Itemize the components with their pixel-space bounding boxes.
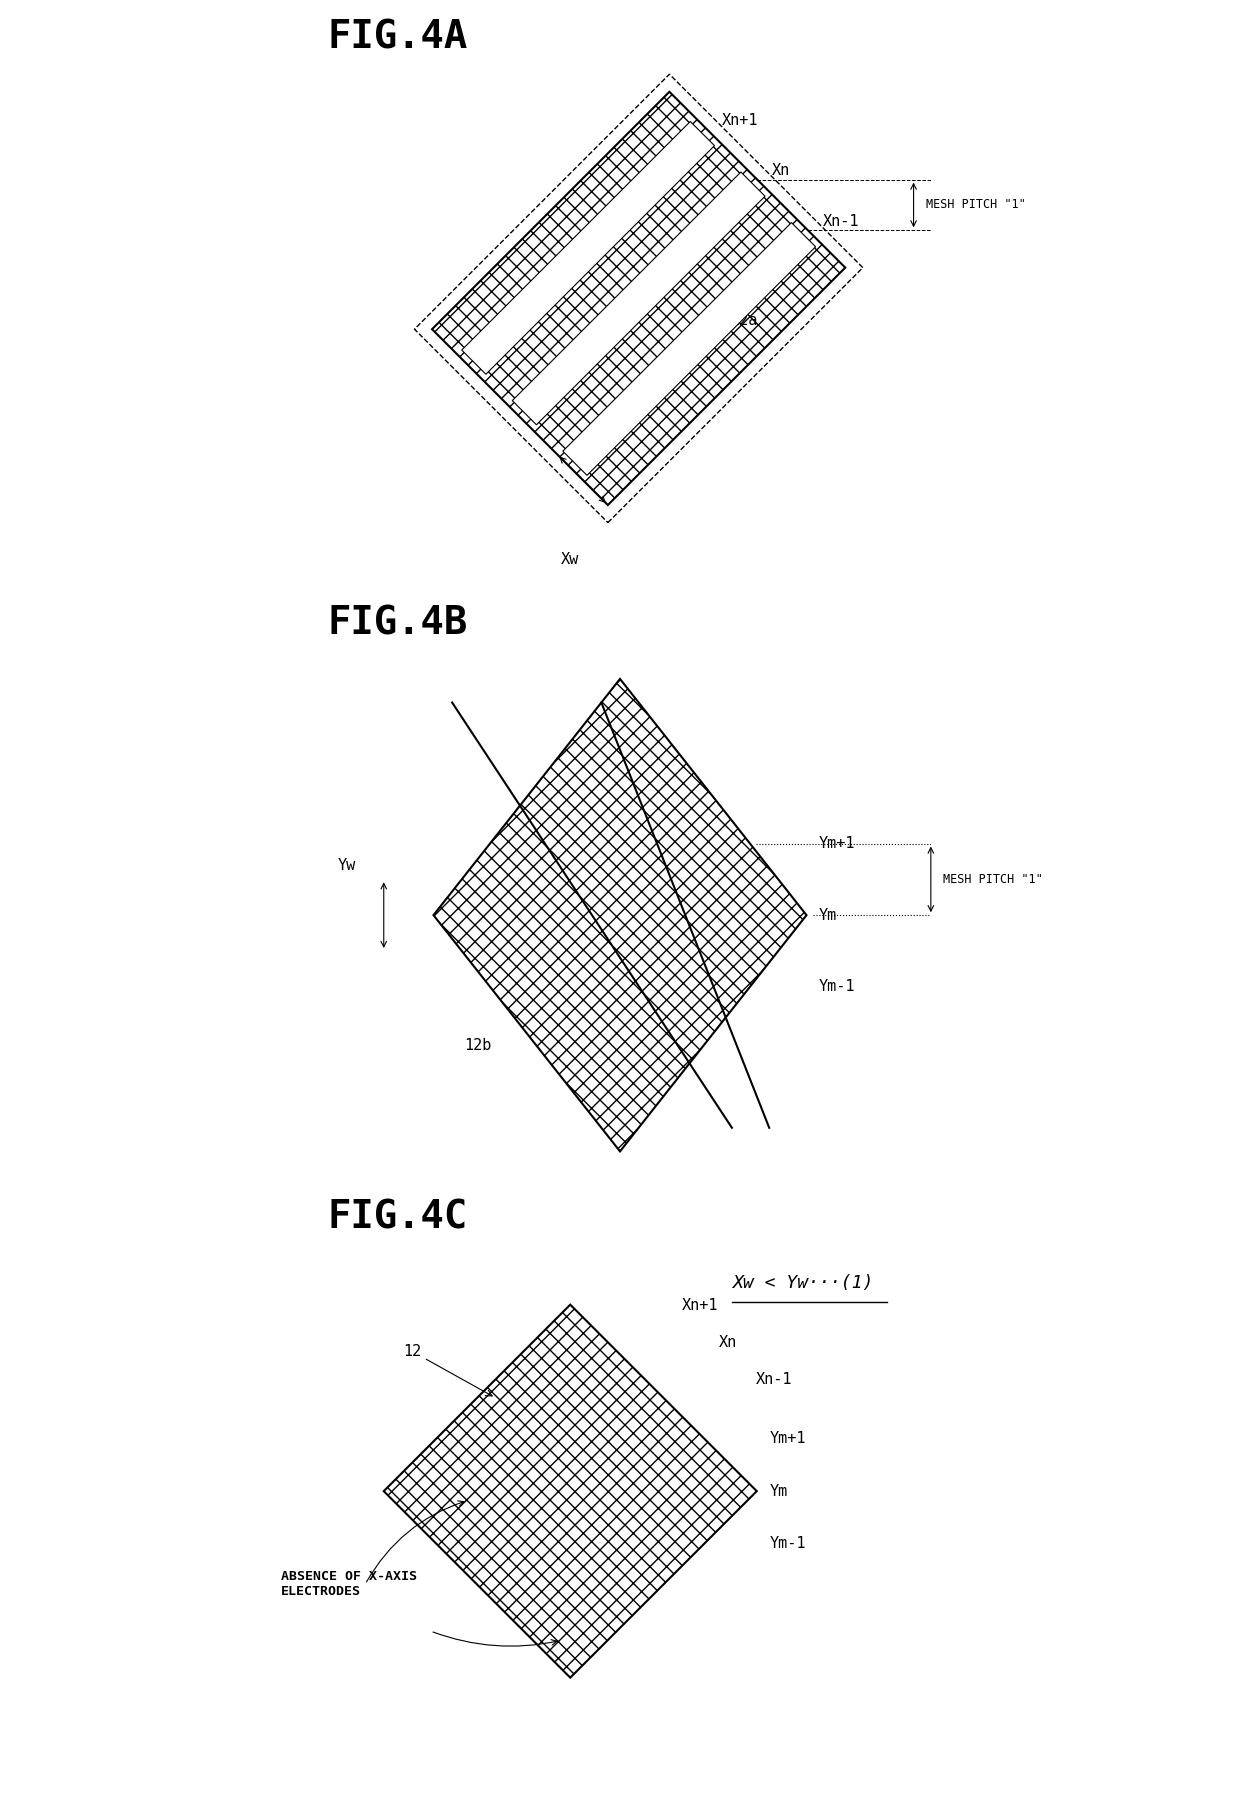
Polygon shape xyxy=(383,1305,756,1678)
Text: 12: 12 xyxy=(403,1344,492,1397)
Text: Xw < Yw···(1): Xw < Yw···(1) xyxy=(732,1274,873,1292)
Polygon shape xyxy=(512,171,765,425)
Text: ABSENCE OF X-AXIS
ELECTRODES: ABSENCE OF X-AXIS ELECTRODES xyxy=(281,1570,417,1598)
Text: Xn+1: Xn+1 xyxy=(682,1297,718,1312)
Text: Yw: Yw xyxy=(337,858,356,874)
Polygon shape xyxy=(563,223,816,476)
Text: Xn: Xn xyxy=(719,1335,738,1350)
Text: Ym-1: Ym-1 xyxy=(818,978,856,995)
Polygon shape xyxy=(461,121,714,375)
Text: Ym: Ym xyxy=(818,908,837,923)
Polygon shape xyxy=(432,92,846,505)
Text: Ym-1: Ym-1 xyxy=(769,1537,806,1552)
Text: FIG.4A: FIG.4A xyxy=(327,18,467,56)
Text: Ym+1: Ym+1 xyxy=(818,836,856,851)
Text: Xn+1: Xn+1 xyxy=(722,114,759,128)
Text: 12b: 12b xyxy=(465,1038,492,1052)
Text: Ym: Ym xyxy=(769,1483,787,1499)
Text: MESH PITCH "1": MESH PITCH "1" xyxy=(926,198,1025,211)
Text: 12a: 12a xyxy=(730,314,758,328)
Text: Ym+1: Ym+1 xyxy=(769,1431,806,1445)
Text: Xn-1: Xn-1 xyxy=(756,1373,792,1388)
Text: FIG.4C: FIG.4C xyxy=(327,1198,467,1236)
Text: Xn: Xn xyxy=(773,164,791,178)
Polygon shape xyxy=(434,679,806,1151)
Text: Xw: Xw xyxy=(560,551,579,568)
Text: MESH PITCH "1": MESH PITCH "1" xyxy=(944,872,1043,887)
Text: Xn-1: Xn-1 xyxy=(823,214,859,229)
Text: FIG.4B: FIG.4B xyxy=(327,604,467,642)
